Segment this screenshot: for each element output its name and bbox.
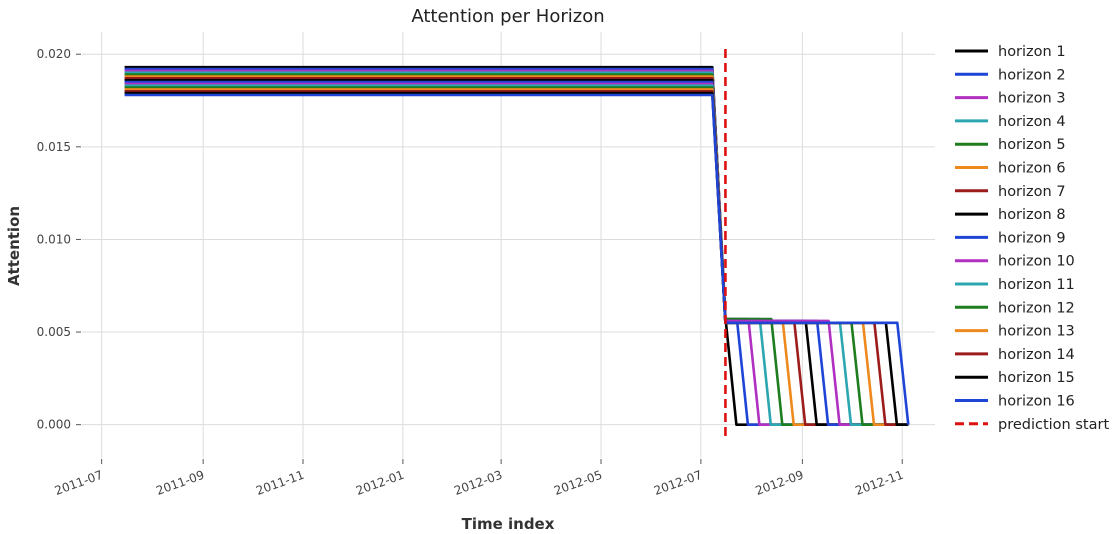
y-axis-label: Attention <box>5 206 23 286</box>
legend-label: horizon 3 <box>998 91 1066 107</box>
legend-label: horizon 1 <box>998 44 1066 60</box>
x-tick-label: 2012-05 <box>552 468 604 498</box>
legend-label: horizon 10 <box>998 254 1075 270</box>
legend-label: horizon 5 <box>998 137 1066 153</box>
chart-title: Attention per Horizon <box>411 6 604 27</box>
series-line-horizon-11 <box>124 84 909 426</box>
y-tick-label: 0.005 <box>37 325 71 339</box>
y-tick-label: 0.000 <box>37 418 71 432</box>
series-line-horizon-13 <box>124 88 909 426</box>
x-axis-label: Time index <box>462 515 555 533</box>
legend-label: horizon 9 <box>998 230 1066 246</box>
x-tick-label: 2012-07 <box>652 468 704 498</box>
x-tick-label: 2011-07 <box>53 468 105 498</box>
legend-label: horizon 16 <box>998 394 1075 410</box>
x-tick-label: 2012-01 <box>354 468 406 498</box>
tick-layer: 0.000 0.005 0.010 0.015 0.020 2011-07 2011-09 2… <box>37 47 906 498</box>
legend-label: horizon 8 <box>998 207 1066 223</box>
series-line-horizon-7 <box>124 77 909 426</box>
legend-label: horizon 13 <box>998 324 1075 340</box>
x-tick-label: 2012-11 <box>853 468 905 498</box>
legend-label: horizon 14 <box>998 347 1075 363</box>
series-line-horizon-4 <box>124 71 909 426</box>
series-line-horizon-15 <box>124 91 909 426</box>
series-line-horizon-6 <box>124 75 909 426</box>
series-line-horizon-3 <box>124 69 909 426</box>
y-tick-label: 0.020 <box>37 47 71 61</box>
legend-label: prediction start <box>998 417 1109 433</box>
legend-label: horizon 4 <box>998 114 1066 130</box>
series-line-horizon-9 <box>124 80 909 426</box>
x-tick-label: 2011-11 <box>254 468 306 498</box>
x-tick-label: 2012-09 <box>754 468 806 498</box>
legend-label: horizon 15 <box>998 370 1075 386</box>
legend: horizon 1 horizon 2 horizon 3 horizon 4 hori… <box>955 44 1109 433</box>
y-tick-label: 0.010 <box>37 232 71 246</box>
series-line-horizon-2 <box>124 67 909 426</box>
series-line-horizon-10 <box>124 82 909 426</box>
legend-label: horizon 7 <box>998 184 1066 200</box>
series-line-horizon-1 <box>124 65 909 426</box>
x-tick-label: 2011-09 <box>154 468 206 498</box>
series-line-horizon-14 <box>124 90 909 426</box>
series-line-horizon-12 <box>124 86 909 426</box>
legend-label: horizon 12 <box>998 300 1075 316</box>
series-line-horizon-5 <box>124 73 909 426</box>
legend-label: horizon 6 <box>998 161 1066 177</box>
series-layer <box>124 65 910 426</box>
legend-label: horizon 11 <box>998 277 1075 293</box>
x-tick-label: 2012-03 <box>452 468 504 498</box>
legend-label: horizon 2 <box>998 67 1066 83</box>
y-tick-label: 0.015 <box>37 140 71 154</box>
series-line-horizon-16 <box>124 93 910 425</box>
series-line-horizon-8 <box>124 78 909 426</box>
